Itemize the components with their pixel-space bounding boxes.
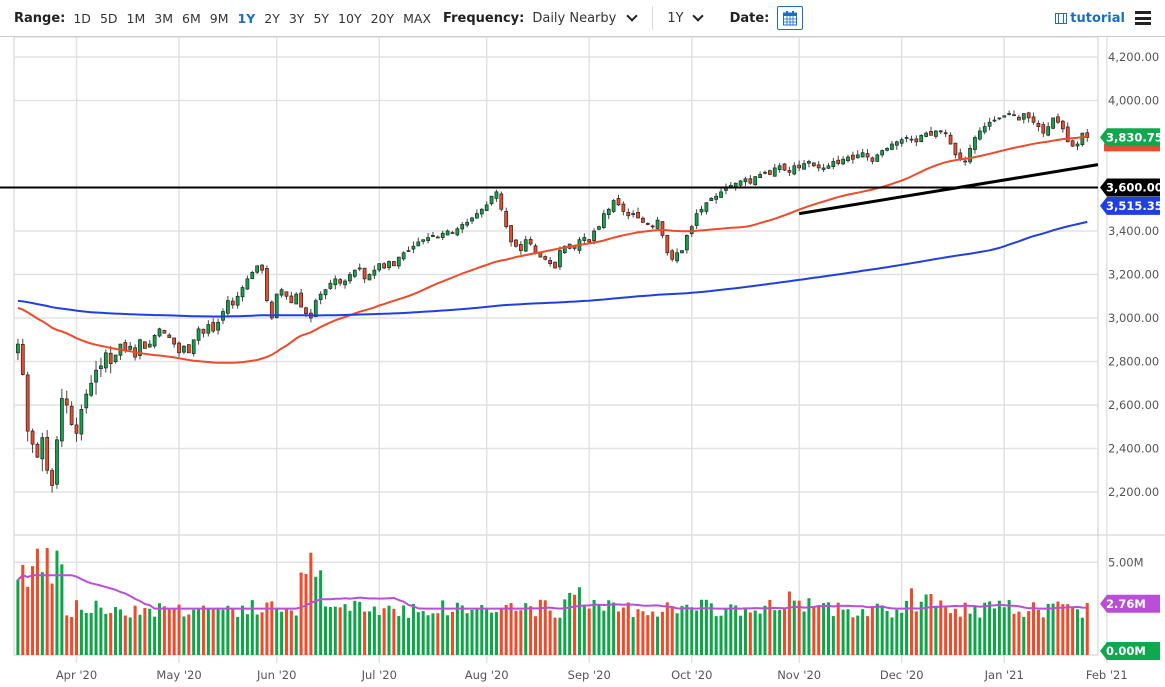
svg-text:3,600.00: 3,600.00 [1106, 181, 1163, 195]
frequency-selector[interactable]: Frequency: Daily Nearby [443, 10, 642, 26]
date-picker[interactable]: Date: [730, 6, 804, 30]
svg-text:0.00M: 0.00M [1106, 644, 1146, 658]
price-tag-horizontal-level: 3,600.00 [1100, 178, 1163, 197]
divider [652, 6, 654, 30]
x-axis-tick: Feb '21 [1086, 668, 1128, 682]
volume-tag-last: 0.00M [1100, 642, 1160, 660]
range-option-6m[interactable]: 6M [182, 10, 201, 26]
tutorial-label[interactable]: tutorial [1070, 11, 1125, 26]
range-selector: Range: 1D 5D 1M 3M 6M 9M 1Y 2Y 3Y 5Y 10Y 20Y MAX [14, 11, 440, 26]
range-option-3y[interactable]: 3Y [288, 10, 305, 26]
svg-text:3,830.75: 3,830.75 [1106, 130, 1163, 144]
volume-bars [16, 548, 1089, 655]
date-label: Date: [729, 10, 770, 26]
y-axis-tick: 2,400.00 [1108, 442, 1159, 456]
price-tag-ma-slow: 3,515.35 [1100, 196, 1163, 215]
x-axis-tick: Apr '20 [56, 668, 97, 682]
range-option-5d[interactable]: 5D [99, 10, 118, 26]
y-axis-tick: 2,600.00 [1108, 398, 1159, 412]
tutorial-link[interactable]: tutorial [1055, 11, 1125, 26]
range-option-1d[interactable]: 1D [73, 10, 91, 26]
svg-text:2.76M: 2.76M [1106, 597, 1146, 611]
chevron-down-icon[interactable] [626, 10, 639, 22]
range-option-20y[interactable]: 20Y [370, 10, 395, 26]
trendline[interactable] [798, 163, 1099, 216]
y-axis-tick: 4,000.00 [1108, 94, 1159, 108]
range-option-1y[interactable]: 1Y [237, 10, 256, 26]
period-value[interactable]: 1Y [667, 10, 684, 26]
range-option-10y[interactable]: 10Y [338, 10, 362, 26]
range-option-9m[interactable]: 9M [209, 10, 229, 26]
y-axis-tick: 3,200.00 [1108, 268, 1159, 282]
y-axis-tick: 3,400.00 [1108, 224, 1159, 238]
frequency-label: Frequency: [443, 10, 525, 26]
x-axis-tick: Aug '20 [465, 668, 509, 682]
x-axis-tick: Jul '20 [361, 668, 397, 682]
slow-moving-average-line [17, 220, 1088, 318]
candlesticks [16, 110, 1090, 493]
y-axis-tick: 4,200.00 [1108, 50, 1159, 64]
range-options: 1D 5D 1M 3M 6M 9M 1Y 2Y 3Y 5Y 10Y 20Y MAX [73, 11, 440, 26]
chevron-down-icon[interactable] [691, 10, 704, 22]
range-option-2y[interactable]: 2Y [264, 10, 280, 26]
x-axis-tick: May '20 [156, 668, 201, 682]
range-option-1m[interactable]: 1M [126, 10, 146, 26]
volume-axis-tick: 5.00M [1108, 555, 1144, 569]
calendar-icon[interactable] [777, 6, 804, 30]
volume-tag-average: 2.76M [1100, 594, 1160, 613]
frequency-value[interactable]: Daily Nearby [532, 10, 617, 26]
price-chart[interactable]: 4,200.00 4,000.00 3,400.00 3,200.00 3,000.00… [0, 37, 1165, 687]
x-axis-tick: Jan '21 [984, 668, 1024, 682]
period-selector[interactable]: 1Y [667, 10, 707, 26]
hamburger-menu-icon[interactable] [1135, 11, 1151, 25]
volume-average-line [17, 574, 1088, 610]
x-axis-tick: Dec '20 [880, 668, 924, 682]
range-option-5y[interactable]: 5Y [313, 10, 330, 26]
range-option-3m[interactable]: 3M [154, 10, 174, 26]
fast-moving-average-line [17, 135, 1088, 364]
chart-toolbar: Range: 1D 5D 1M 3M 6M 9M 1Y 2Y 3Y 5Y 10Y 20Y MAX Fre… [0, 0, 1165, 37]
y-axis-tick: 2,800.00 [1108, 355, 1159, 369]
x-axis-tick: Nov '20 [777, 668, 821, 682]
range-option-max[interactable]: MAX [403, 10, 432, 26]
film-icon [1055, 13, 1068, 24]
y-axis-tick: 3,000.00 [1108, 311, 1159, 325]
y-axis-tick: 2,200.00 [1108, 485, 1159, 499]
range-label: Range: [14, 10, 66, 26]
x-axis-tick: Oct '20 [671, 668, 712, 682]
x-axis-tick: Jun '20 [256, 668, 296, 682]
svg-text:3,515.35: 3,515.35 [1106, 199, 1163, 213]
x-axis-tick: Sep '20 [568, 668, 611, 682]
price-tag-last-price: 3,830.75 [1100, 128, 1163, 147]
